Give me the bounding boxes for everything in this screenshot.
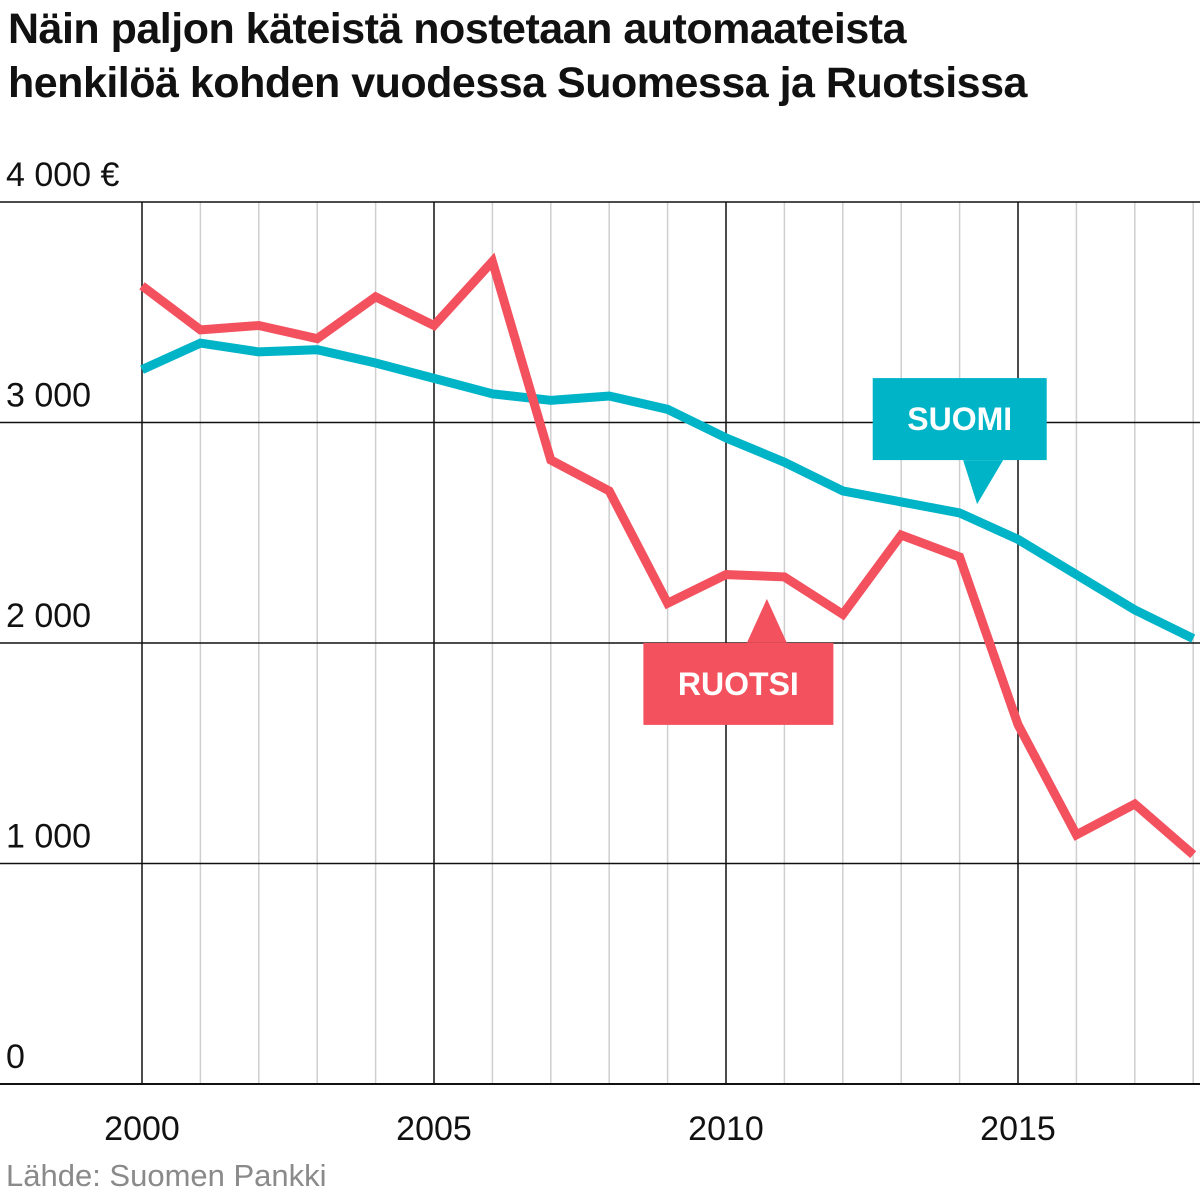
y-tick-label: 2 000 [6, 597, 91, 635]
x-tick-label: 2015 [980, 1110, 1056, 1148]
callout-label-ruotsi: RUOTSI [678, 666, 799, 702]
data-point-suomi [1134, 609, 1135, 610]
y-tick-label: 0 [6, 1038, 25, 1076]
data-point-suomi [1018, 539, 1019, 540]
data-point-suomi [667, 409, 668, 410]
data-point-suomi [492, 393, 493, 394]
series-line-ruotsi [139, 252, 1197, 859]
data-point-suomi [550, 400, 551, 401]
data-point-suomi [1076, 574, 1077, 575]
data-point-suomi [375, 362, 376, 363]
data-point-suomi [434, 378, 435, 379]
data-point-ruotsi [434, 325, 435, 326]
data-point-suomi [901, 501, 902, 502]
data-point-suomi [842, 490, 843, 491]
callout-pointer-ruotsi [746, 598, 787, 643]
callout-box-ruotsi [643, 642, 834, 725]
data-point-ruotsi [959, 557, 960, 558]
data-point-suomi [959, 512, 960, 513]
data-point-ruotsi [142, 285, 143, 286]
y-tick-label: 3 000 [6, 377, 91, 415]
y-tick-label: 1 000 [6, 818, 91, 856]
data-point-ruotsi [842, 614, 843, 615]
data-point-ruotsi [258, 325, 259, 326]
data-point-ruotsi [1134, 803, 1135, 804]
data-point-ruotsi [200, 329, 201, 330]
data-point-suomi [200, 343, 201, 344]
data-point-suomi [317, 349, 318, 350]
y-tick-label: 4 000 € [6, 156, 120, 194]
chart-title-line-2: henkilöä kohden vuodessa Suomessa ja Ruo… [8, 59, 1027, 107]
data-point-ruotsi [550, 459, 551, 460]
data-point-suomi [142, 369, 143, 370]
x-tick-label: 2010 [688, 1110, 764, 1148]
x-tick-label: 2000 [104, 1110, 180, 1148]
data-point-ruotsi [901, 534, 902, 535]
data-point-ruotsi [317, 338, 318, 339]
data-point-suomi [784, 462, 785, 463]
callout-box-suomi [872, 378, 1047, 461]
data-point-ruotsi [1076, 834, 1077, 835]
source-note: Lähde: Suomen Pankki [6, 1158, 327, 1193]
series-line-suomi [140, 338, 1196, 643]
data-point-ruotsi [784, 576, 785, 577]
data-point-ruotsi [1018, 724, 1019, 725]
data-point-ruotsi [375, 296, 376, 297]
data-point-ruotsi [492, 261, 493, 262]
data-point-suomi [726, 437, 727, 438]
data-point-suomi [609, 396, 610, 397]
data-point-ruotsi [1193, 854, 1194, 855]
data-point-ruotsi [667, 603, 668, 604]
chart-title-line-1: Näin paljon käteistä nostetaan automaate… [8, 5, 907, 53]
x-tick-label: 2005 [396, 1110, 472, 1148]
data-point-suomi [1193, 638, 1194, 639]
data-point-ruotsi [609, 490, 610, 491]
callout-label-suomi: SUOMI [907, 401, 1012, 437]
data-point-suomi [258, 351, 259, 352]
data-point-ruotsi [726, 574, 727, 575]
chart-title: Näin paljon käteistä nostetaan automaate… [8, 2, 1198, 110]
callout-pointer-suomi [963, 460, 1004, 505]
